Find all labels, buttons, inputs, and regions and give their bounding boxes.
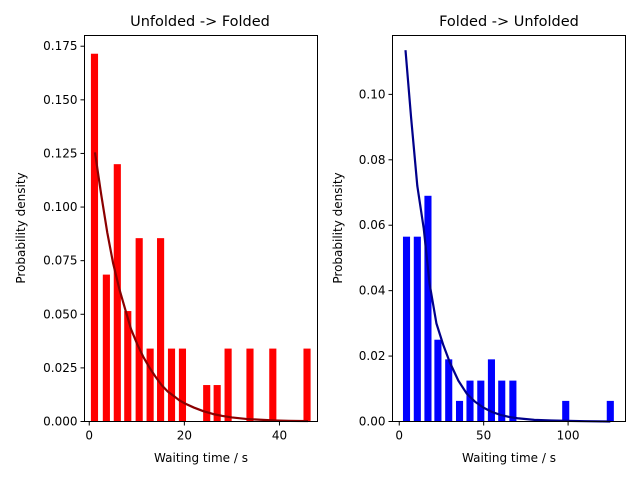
y-tick-label: 0.00 [359,415,386,429]
x-tick-label: 50 [476,429,491,443]
chart-unfolded-to-folded: Unfolded -> Folded 0 20 40 0.000 0.025 0.050… [14,14,318,465]
x-ticks: 0 50 100 [395,421,580,443]
x-tick-label: 20 [177,429,192,443]
bar [487,359,495,422]
y-ticks: 0.00 0.02 0.04 0.06 0.08 0.10 [359,87,393,429]
bar [509,380,517,422]
fit-line [404,50,611,423]
bar [102,274,110,422]
y-tick-label: 0.050 [43,307,77,321]
bar [434,339,442,422]
bar [203,385,211,422]
x-tick-label: 100 [557,429,580,443]
y-tick-label: 0.02 [359,349,386,363]
bar [167,348,176,422]
y-axis-label: Probability density [14,172,28,283]
chart-folded-to-unfolded: Folded -> Unfolded 0 50 100 0.000.020.040.… [331,14,626,465]
plot-frame [84,35,318,422]
y-tick-label: 0.025 [43,361,77,375]
bar [124,311,132,422]
y-tick-label: 0.08 [359,153,386,167]
bar [562,400,570,422]
bar [303,348,311,422]
bar [157,238,165,422]
bar [477,380,485,422]
bar [466,380,474,422]
chart-title: Unfolded -> Folded [130,14,270,30]
bar [135,238,143,422]
bar [90,53,99,422]
bar [445,359,453,422]
bar [246,348,254,422]
bar [178,348,187,422]
y-tick-label: 0.075 [43,254,77,268]
plot-frame [392,35,626,422]
bar [413,236,421,422]
bar [146,348,154,422]
x-tick-label: 0 [395,429,403,443]
y-tick-label: 0.125 [43,146,77,160]
x-tick-label: 40 [272,429,287,443]
x-axis-label: Waiting time / s [154,451,248,465]
bar [498,380,506,422]
y-axis-label: Probability density [331,172,345,283]
fit-line [93,152,309,423]
bar [213,385,221,422]
bar [455,400,464,422]
x-ticks: 0 20 40 [85,421,287,443]
y-tick-label: 0.06 [359,218,386,232]
bar [606,400,614,422]
bar [269,348,277,422]
bar [224,348,232,422]
chart-title: Folded -> Unfolded [439,14,579,30]
y-ticks: 0.000 0.025 0.050 0.075 0.100 0.125 0.150 0.175 [43,39,85,429]
y-tick-label: 0.10 [359,87,386,101]
y-tick-label: 0.100 [43,200,77,214]
bar [402,236,411,422]
y-tick-label: 0.150 [43,93,77,107]
y-tick-label: 0.000 [43,415,77,429]
x-tick-label: 0 [85,429,93,443]
bar [113,164,121,422]
y-tick-label: 0.04 [359,284,386,298]
bars-group [90,53,311,422]
bars-group [402,195,614,422]
bar [424,195,432,422]
x-axis-label: Waiting time / s [462,451,556,465]
y-tick-label: 0.175 [43,39,77,53]
